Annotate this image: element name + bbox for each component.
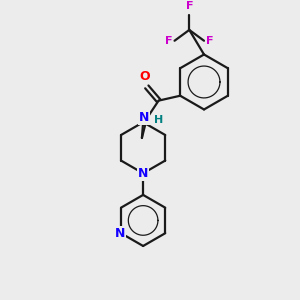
Text: O: O xyxy=(140,70,150,83)
Text: H: H xyxy=(154,115,163,125)
Text: N: N xyxy=(139,111,149,124)
Text: N: N xyxy=(138,167,148,180)
Text: F: F xyxy=(165,36,172,46)
Text: F: F xyxy=(206,36,214,46)
Text: N: N xyxy=(115,227,125,240)
Text: F: F xyxy=(185,1,193,11)
